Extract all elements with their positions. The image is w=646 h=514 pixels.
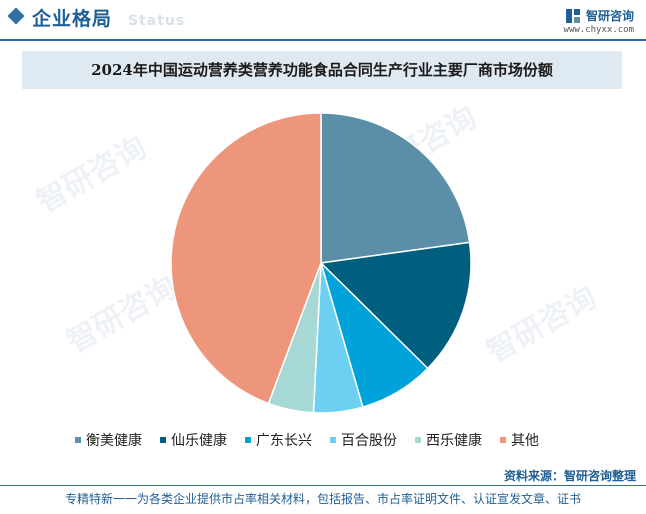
brand-name: 智研咨询 [585,9,634,23]
legend-swatch [75,437,81,443]
brand-url: www.chyxx.com [563,25,634,35]
legend-swatch [500,437,506,443]
legend-label: 西乐健康 [426,433,482,449]
pie-slice-2 [319,241,472,370]
legend-label: 仙乐健康 [171,433,227,449]
legend-swatch [245,437,251,443]
legend-item: 衡美健康 [75,430,142,450]
legend-label: 广东长兴 [256,433,312,449]
pie-slice-6 [170,112,322,405]
legend-item: 其他 [500,430,539,450]
legend-item: 百合股份 [330,430,397,450]
legend-item: 西乐健康 [415,430,482,450]
legend-swatch [330,437,336,443]
section-ghost-text: Status [128,13,186,29]
pie-slice-1 [320,112,471,264]
footer-divider [0,485,646,486]
footer-text: 专精特新一一为各类企业提供市占率相关材料，包括报告、市占率证明文件、认证宣发文章… [64,492,581,506]
chart-title-bar: 2024年中国运动营养类营养功能食品合同生产行业主要厂商市场份额 [22,51,622,89]
header-divider [0,39,646,41]
legend-swatch [415,437,421,443]
legend-label: 百合股份 [341,433,397,449]
legend-swatch [160,437,166,443]
brand-block: 智研咨询 www.chyxx.com [564,7,634,35]
legend-item: 广东长兴 [245,430,312,450]
chart-title: 2024年中国运动营养类营养功能食品合同生产行业主要厂商市场份额 [91,61,553,79]
brand-logo-icon [565,8,580,23]
legend-label: 其他 [511,433,539,449]
section-title: 企业格局 [32,8,113,30]
chart-legend: 衡美健康 仙乐健康 广东长兴 百合股份 西乐健康 其他 [75,430,595,450]
source-note: 资料来源：智研咨询整理 [503,469,636,483]
legend-label: 衡美健康 [86,433,142,449]
legend-item: 仙乐健康 [160,430,227,450]
page-header: 企业格局 Status 智研咨询 www.chyxx.com [0,0,646,41]
